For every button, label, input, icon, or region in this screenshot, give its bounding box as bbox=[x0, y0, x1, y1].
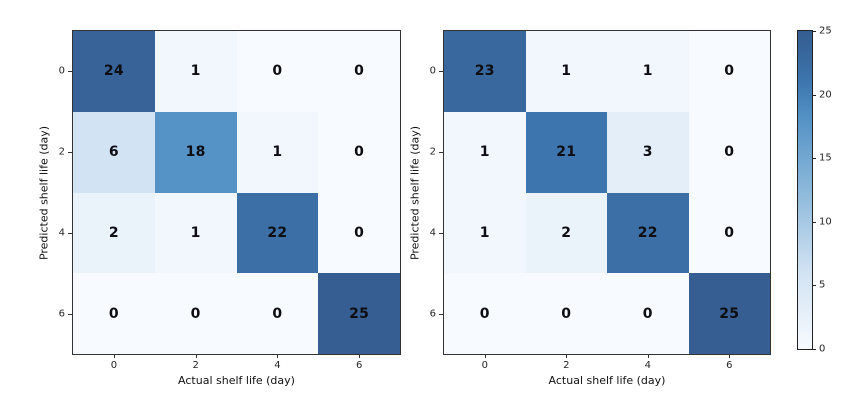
x-tick-mark bbox=[729, 354, 731, 358]
heatmap-cell-r0-c0: 24 bbox=[73, 31, 155, 112]
x-tick-mark bbox=[195, 354, 197, 358]
colorbar: 0 5 10 15 20 25 bbox=[797, 26, 832, 355]
heatmap-cell-r1-c0: 6 bbox=[73, 111, 155, 193]
x-tick-label: 2 bbox=[192, 360, 199, 371]
x-tick-mark bbox=[113, 354, 115, 358]
y-axis-label: Predicted shelf life (day) bbox=[37, 125, 51, 260]
y-tick-label: 4 bbox=[58, 227, 65, 239]
colorbar-tick-label: 5 bbox=[819, 279, 826, 291]
colorbar-tick-label: 10 bbox=[819, 216, 832, 228]
colorbar-tick-mark bbox=[812, 31, 816, 32]
heatmap-cell-r1-c0: 1 bbox=[444, 111, 526, 193]
heatmap-cell-r2-c0: 2 bbox=[73, 192, 155, 274]
colorbar-tick-mark bbox=[812, 158, 816, 160]
colorbar-tick-mark bbox=[812, 285, 816, 287]
x-tick-label: 6 bbox=[355, 360, 363, 371]
x-tick-label: 0 bbox=[481, 360, 488, 371]
y-axis-label: Predicted shelf life (day) bbox=[408, 125, 422, 260]
heatmap-cell-r3-c2: 0 bbox=[607, 273, 689, 354]
x-tick-label: 2 bbox=[563, 360, 570, 371]
x-tick-mark bbox=[647, 354, 649, 358]
colorbar-gradient bbox=[798, 31, 812, 349]
x-tick-mark bbox=[484, 354, 486, 358]
y-tick-mark bbox=[439, 71, 443, 73]
y-tick-label: 4 bbox=[429, 227, 436, 239]
x-tick-label: 4 bbox=[644, 360, 651, 371]
heatmap-cell-r2-c0: 1 bbox=[444, 192, 526, 274]
heatmap-cell-r0-c3: 0 bbox=[688, 31, 770, 112]
x-tick-mark bbox=[359, 354, 361, 358]
x-axis-label: Actual shelf life (day) bbox=[548, 374, 666, 387]
y-tick-mark bbox=[68, 232, 72, 234]
y-tick-mark bbox=[68, 313, 72, 315]
heatmap-cell-r0-c1: 1 bbox=[525, 31, 607, 112]
confusion-matrix-right: Actual shelf life (day) Predicted shelf … bbox=[409, 30, 771, 387]
heatmap-cell-r0-c3: 0 bbox=[318, 31, 400, 112]
heatmap-cell-r2-c3: 0 bbox=[318, 192, 400, 274]
heatmap-cell-r3-c1: 0 bbox=[525, 273, 607, 354]
heatmap-cell-r0-c2: 1 bbox=[607, 31, 689, 112]
x-axis-label: Actual shelf life (day) bbox=[178, 374, 295, 387]
x-tick-mark bbox=[566, 354, 568, 358]
x-tick-label: 6 bbox=[726, 360, 733, 371]
y-tick-mark bbox=[439, 152, 443, 154]
colorbar-tick-mark bbox=[812, 221, 816, 223]
x-tick-label: 0 bbox=[110, 360, 118, 371]
confusion-matrix-left: Actual shelf life (day) Predicted shelf … bbox=[38, 30, 401, 387]
y-tick-label: 2 bbox=[429, 146, 436, 158]
heatmap-cell-r1-c2: 1 bbox=[236, 111, 319, 193]
heatmap-cell-r2-c1: 2 bbox=[525, 192, 607, 274]
heatmap-cell-r1-c3: 0 bbox=[688, 111, 770, 193]
heatmap-cell-r3-c1: 0 bbox=[154, 273, 237, 354]
colorbar-tick-mark bbox=[812, 94, 816, 96]
heatmap-cell-r0-c1: 1 bbox=[154, 31, 237, 112]
colorbar-tick-label: 20 bbox=[819, 89, 832, 101]
y-tick-mark bbox=[439, 313, 443, 315]
colorbar-tick-label: 15 bbox=[819, 152, 832, 164]
heatmap-cell-r2-c2: 22 bbox=[607, 192, 689, 274]
y-tick-mark bbox=[68, 152, 72, 154]
y-tick-mark bbox=[439, 232, 443, 234]
y-tick-label: 2 bbox=[58, 146, 65, 158]
y-tick-label: 6 bbox=[429, 308, 436, 320]
y-tick-label: 0 bbox=[58, 65, 65, 77]
x-tick-mark bbox=[277, 354, 279, 358]
heatmap-cell-r0-c2: 0 bbox=[236, 31, 319, 112]
heatmap-cell-r3-c2: 0 bbox=[236, 273, 319, 354]
heatmap-cell-r0-c0: 23 bbox=[444, 31, 526, 112]
y-tick-label: 0 bbox=[429, 65, 436, 77]
heatmap-cell-r3-c0: 0 bbox=[444, 273, 526, 354]
colorbar-tick-label: 0 bbox=[819, 343, 826, 355]
heatmap-cell-r1-c3: 0 bbox=[318, 111, 400, 193]
y-tick-label: 6 bbox=[58, 308, 65, 320]
colorbar-tick-mark bbox=[812, 349, 816, 350]
heatmap-cell-r3-c3: 25 bbox=[688, 273, 770, 354]
heatmap-cell-r1-c1: 21 bbox=[525, 111, 607, 193]
colorbar-tick-label: 25 bbox=[819, 25, 832, 37]
heatmap-cell-r3-c0: 0 bbox=[73, 273, 155, 354]
heatmap-cell-r2-c2: 22 bbox=[236, 192, 319, 274]
heatmap-cell-r1-c2: 3 bbox=[607, 111, 689, 193]
heatmap-cell-r2-c3: 0 bbox=[688, 192, 770, 274]
heatmap-cell-r1-c1: 18 bbox=[154, 111, 237, 193]
heatmap-cell-r3-c3: 25 bbox=[318, 273, 400, 354]
y-tick-mark bbox=[68, 71, 72, 73]
x-tick-label: 4 bbox=[274, 360, 281, 371]
heatmap-cell-r2-c1: 1 bbox=[154, 192, 237, 274]
